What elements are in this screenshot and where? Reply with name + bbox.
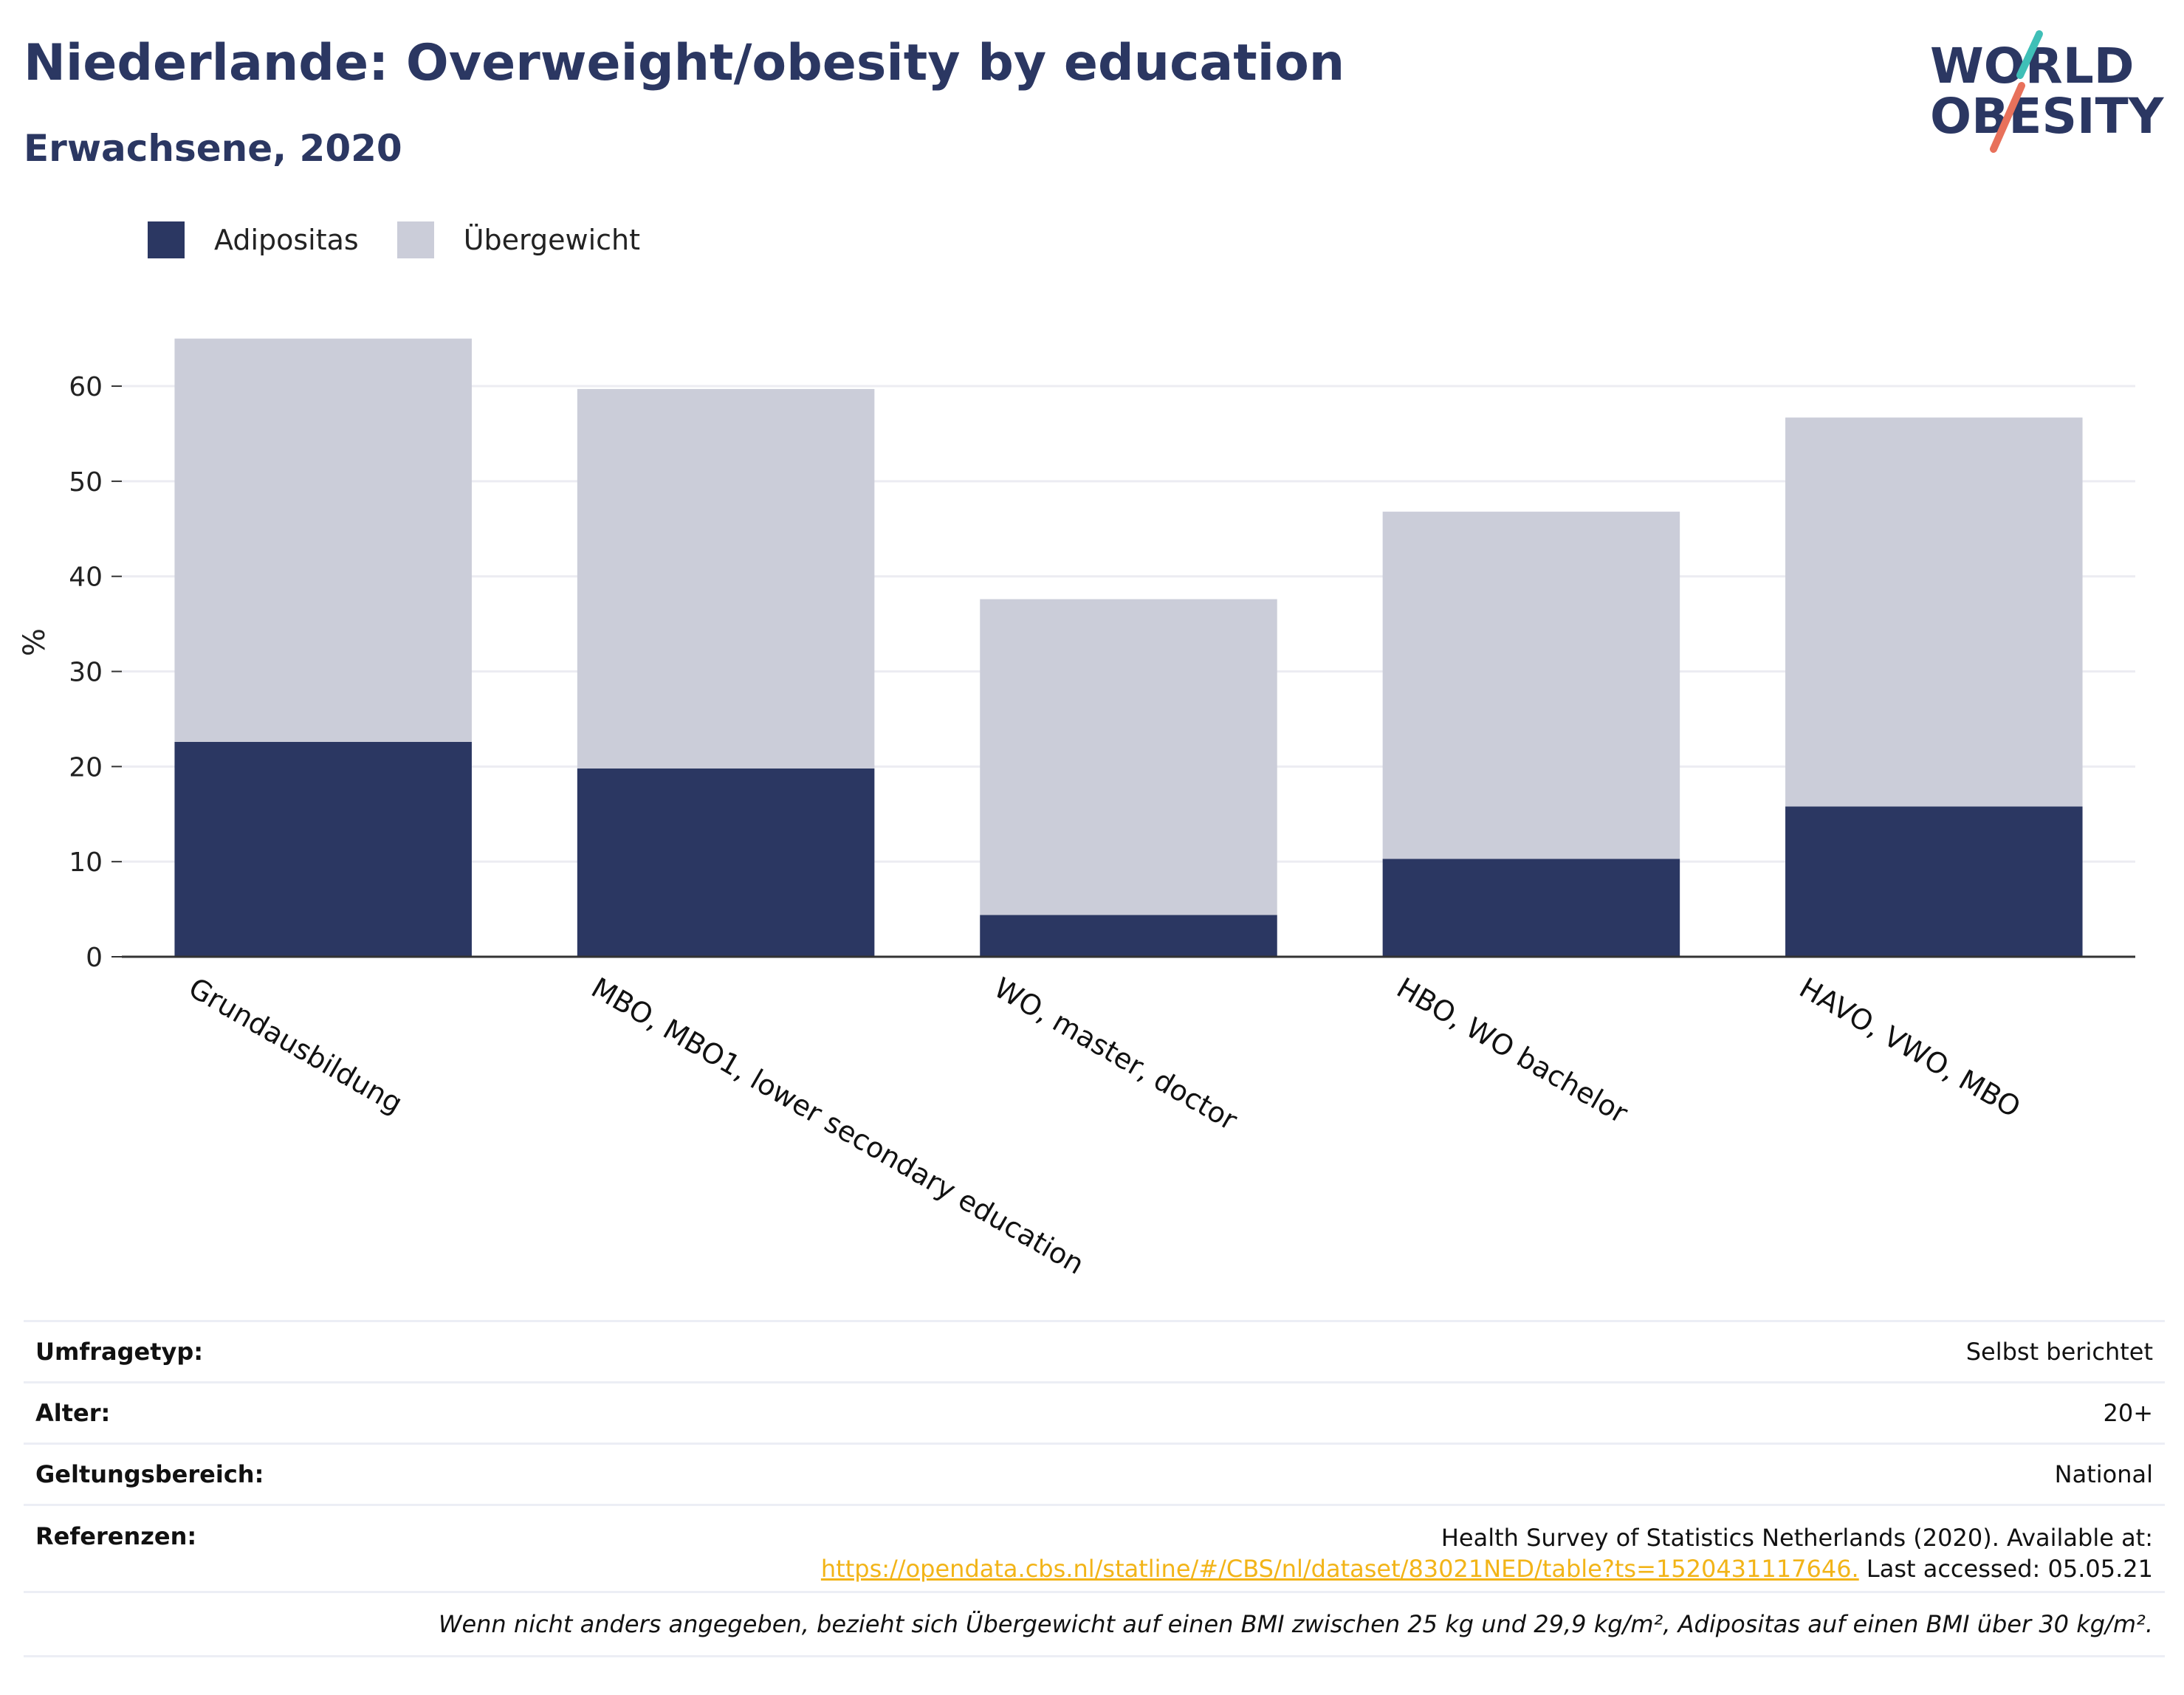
info-value: National [2054,1460,2153,1488]
info-row-note: Wenn nicht anders angegeben, bezieht sic… [24,1591,2165,1657]
reference-link[interactable]: https://opendata.cbs.nl/statline/#/CBS/n… [820,1555,1859,1583]
bar-uebergewicht-4[interactable] [1382,512,1680,859]
info-label: Alter: [35,1399,111,1427]
page-subtitle: Erwachsene, 2020 [24,127,402,170]
bar-adipositas-3[interactable] [980,915,1277,957]
bmi-note: Wenn nicht anders angegeben, bezieht sic… [438,1610,2153,1638]
y-axis-label: % [18,628,52,656]
bar-uebergewicht-5[interactable] [1785,417,2083,807]
legend-label-uebergewicht: Übergewicht [463,224,640,256]
y-tick-label: 60 [69,372,103,402]
legend-label-adipositas: Adipositas [214,224,359,256]
bar-adipositas-5[interactable] [1785,806,2083,957]
y-tick-label: 50 [69,467,103,498]
y-tick-label: 30 [69,658,103,688]
x-tick-label: HAVO, VWO, MBO [1794,972,2026,1124]
bar-uebergewicht-3[interactable] [980,599,1277,915]
y-tick-label: 20 [69,752,103,783]
info-row-alter: Alter: 20+ [24,1381,2165,1443]
logo-slash-bottom [1990,82,2025,153]
legend-swatch-adipositas [148,221,185,258]
page-title: Niederlande: Overweight/obesity by educa… [24,34,1345,92]
bar-uebergewicht-1[interactable] [174,338,472,742]
y-tick-label: 40 [69,563,103,593]
logo-slash-top [2016,30,2043,79]
info-value: Selbst berichtet [1965,1338,2153,1366]
info-label: Geltungsbereich: [35,1460,264,1488]
world-obesity-logo: WORLD OBESITY [1930,30,2165,153]
info-row-referenzen: Referenzen: Health Survey of Statistics … [24,1504,2165,1591]
reference-source: Health Survey of Statistics Netherlands … [1440,1524,2153,1552]
x-tick-label: WO, master, doctor [989,972,1243,1137]
x-tick-label: MBO, MBO1, lower secondary education [586,972,1090,1281]
info-value: 20+ [2103,1399,2153,1427]
legend-swatch-uebergewicht [396,221,434,258]
info-label: Umfragetyp: [35,1338,204,1366]
reference-accessed: Last accessed: 05.05.21 [1858,1555,2153,1583]
x-tick-label: Grundausbildung [183,972,408,1120]
y-tick-label: 10 [69,848,103,878]
info-row-geltungsbereich: Geltungsbereich: National [24,1443,2165,1504]
legend-item-adipositas[interactable]: Adipositas [148,221,359,258]
x-tick-label: HBO, WO bachelor [1391,972,1633,1130]
bars [174,338,2083,957]
bar-uebergewicht-2[interactable] [577,388,875,769]
legend-item-uebergewicht[interactable]: Übergewicht [396,221,640,258]
logo-line-2: OBESITY [1930,88,2165,145]
bar-adipositas-4[interactable] [1382,859,1680,957]
bar-adipositas-1[interactable] [174,741,472,957]
y-axis-ticks: 0 10 20 30 40 50 60 [69,372,122,973]
reference-text: Health Survey of Statistics Netherlands … [821,1522,2153,1584]
x-axis-ticks: Grundausbildung MBO, MBO1, lower secondar… [183,972,2026,1281]
info-row-umfragetyp: Umfragetyp: Selbst berichtet [24,1320,2165,1381]
info-label: Referenzen: [35,1522,197,1550]
bar-adipositas-2[interactable] [577,768,875,957]
y-tick-label: 0 [86,943,103,973]
chart-legend: Adipositas Übergewicht [148,220,679,260]
bar-chart: 0 10 20 30 40 50 60 % Grundausbildung MBO, MBO1… [18,338,2135,1281]
info-table: Umfragetyp: Selbst berichtet Alter: 20+ … [24,1320,2165,1657]
